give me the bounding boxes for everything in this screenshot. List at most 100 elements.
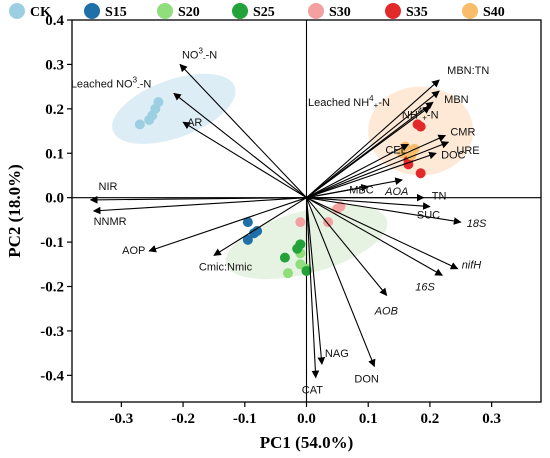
- vector-don: [305, 197, 376, 368]
- legend-label: S30: [329, 5, 351, 20]
- vector-nifh: [306, 197, 459, 270]
- y-tick-label: 0.0: [45, 191, 64, 207]
- vector-cat: [305, 197, 320, 379]
- vector-nir: [89, 195, 307, 204]
- y-axis-title: PC2 (18.0%): [5, 164, 24, 257]
- legend-marker: [308, 3, 324, 19]
- vector-label-nag: NAG: [325, 348, 349, 360]
- vector-aob: [306, 197, 388, 296]
- legend: CK S15 S20 S25 S30 S35 S40: [9, 3, 505, 20]
- vector-label-mbn: MBN: [444, 94, 469, 106]
- x-tick-label: -0.2: [171, 411, 195, 427]
- point-s15: [242, 217, 253, 228]
- vector-label-nifh: nifH: [462, 260, 482, 272]
- y-tick-label: -0.3: [40, 324, 64, 340]
- vector-nnmr: [92, 197, 307, 215]
- legend-label: S35: [406, 5, 428, 20]
- legend-label: CK: [30, 5, 51, 20]
- vector-label-doc: DOC: [441, 149, 466, 161]
- vector-aop: [148, 197, 307, 253]
- x-tick-label: -0.1: [233, 411, 257, 427]
- vector-cmic-nmic: [213, 197, 307, 256]
- y-tick-label: -0.4: [40, 368, 64, 384]
- point-s30: [323, 217, 334, 228]
- x-tick-label: 0.2: [421, 411, 440, 427]
- vector-ure: [306, 141, 450, 199]
- vector-label-cmic-nmic: Cmic:Nmic: [199, 261, 253, 273]
- x-tick-label: -0.3: [109, 411, 133, 427]
- vector-label-leached-nh4-n: Leached NH4+-N: [308, 94, 390, 110]
- point-ck: [134, 119, 145, 130]
- vector-label-nnmr: NNMR: [94, 216, 127, 228]
- point-s20: [282, 268, 293, 279]
- legend-marker: [232, 3, 248, 19]
- legend-marker: [157, 3, 173, 19]
- vector-label-18s: 18S: [467, 218, 487, 230]
- vector-label-tn: TN: [432, 191, 447, 203]
- vector-leached-no3-n: [173, 92, 307, 199]
- x-tick-label: 0.1: [359, 411, 378, 427]
- point-s35: [415, 168, 426, 179]
- y-tick-label: 0.3: [45, 57, 64, 73]
- vector-label-ure: URE: [456, 145, 479, 157]
- vector-label-nh4-n: NH4+-N: [402, 107, 439, 123]
- vector-nh4-n: [306, 106, 431, 199]
- x-axis-title: PC1 (54.0%): [260, 433, 353, 452]
- y-tick-label: -0.2: [40, 280, 64, 296]
- legend-label: S40: [483, 5, 505, 20]
- legend-item-ck: CK: [9, 3, 51, 20]
- vector-nag: [305, 197, 326, 366]
- loading-labels: NO3--N Leached NO3--N AR NIR NNMR AOP Cmic:Nmi…: [71, 46, 490, 396]
- point-s30: [335, 201, 346, 212]
- vector-label-aob: AOB: [374, 305, 398, 317]
- ellipse-ck: [112, 73, 236, 144]
- vector-label-aop: AOP: [122, 245, 145, 257]
- vector-no3-n: [179, 63, 307, 199]
- point-s25: [301, 265, 312, 276]
- x-tick-label: 0.0: [297, 411, 316, 427]
- legend-item-s40: S40: [462, 3, 505, 20]
- vector-label-cel: CEL: [385, 144, 406, 156]
- legend-item-s30: S30: [308, 3, 351, 20]
- x-axis: -0.3 -0.2 -0.1 0.0 0.1 0.2 0.3: [109, 402, 501, 427]
- y-axis: 0.4 0.3 0.2 0.1 0.0 -0.1 -0.2 -0.3 -0.4: [40, 13, 72, 384]
- y-tick-label: 0.2: [45, 102, 64, 118]
- vector-label-aoa: AOA: [384, 186, 408, 198]
- vector-label-cmr: CMR: [450, 126, 475, 138]
- vector-label-16s: 16S: [415, 281, 435, 293]
- y-tick-label: 0.1: [45, 146, 64, 162]
- point-s25: [279, 252, 290, 263]
- vector-ar: [182, 121, 307, 199]
- legend-label: S15: [105, 5, 127, 20]
- legend-label: S20: [178, 5, 200, 20]
- point-s15: [252, 225, 263, 236]
- vector-cel: [306, 143, 410, 199]
- vector-label-mbc: MBC: [349, 185, 374, 197]
- legend-marker: [462, 3, 478, 19]
- legend-item-s25: S25: [232, 3, 275, 20]
- vector-label-nir: NIR: [99, 181, 118, 193]
- vector-label-ar: AR: [187, 117, 202, 129]
- vector-label-leached-no3-n: Leached NO3--N: [71, 75, 152, 91]
- loading-vectors: [89, 63, 462, 379]
- vector-label-no3-n: NO3--N: [182, 46, 217, 62]
- point-ck: [153, 97, 164, 108]
- legend-item-s35: S35: [385, 3, 428, 20]
- vector-label-suc: SUC: [417, 210, 440, 222]
- legend-marker: [385, 3, 401, 19]
- y-tick-label: 0.4: [45, 13, 64, 29]
- x-tick-label: 0.3: [482, 411, 501, 427]
- legend-marker: [84, 3, 100, 19]
- vector-label-cat: CAT: [302, 385, 323, 397]
- point-s35: [415, 121, 426, 132]
- legend-marker: [9, 3, 25, 19]
- vector-label-mbn-tn: MBN:TN: [447, 65, 489, 77]
- vector-16s: [306, 197, 443, 276]
- point-s25: [292, 243, 303, 254]
- vector-mbn: [306, 90, 440, 199]
- vector-aoa: [306, 177, 403, 199]
- legend-label: S25: [253, 5, 275, 20]
- vector-cmr: [306, 134, 447, 199]
- vector-label-don: DON: [354, 373, 379, 385]
